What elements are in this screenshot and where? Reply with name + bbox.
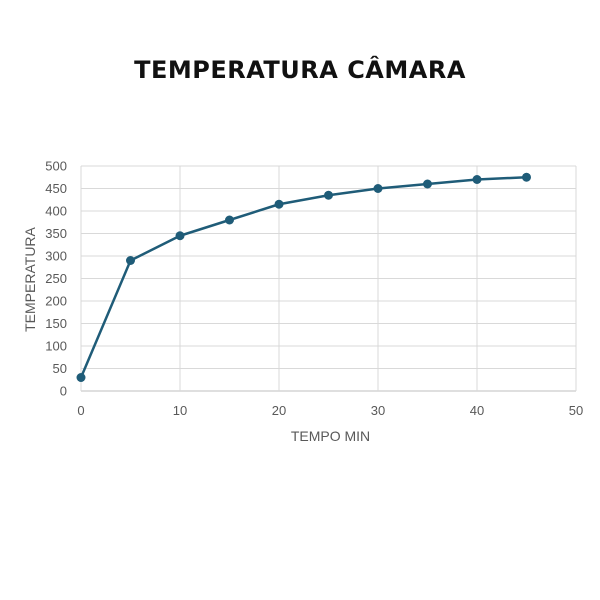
- data-point: [76, 373, 86, 382]
- data-point: [225, 215, 234, 225]
- grid: [80, 165, 577, 392]
- y-tick-label: 300: [45, 249, 67, 264]
- y-tick-label: 250: [45, 271, 67, 286]
- y-tick-label: 400: [45, 204, 67, 219]
- y-axis-title: TEMPERATURA: [22, 226, 38, 331]
- data-point: [472, 175, 482, 184]
- data-point: [175, 231, 185, 241]
- data-point: [126, 256, 135, 265]
- x-axis-title: TEMPO MIN: [291, 428, 370, 444]
- y-tick-label: 50: [53, 361, 67, 376]
- x-tick-label: 40: [470, 403, 484, 418]
- data-point: [522, 172, 531, 182]
- x-tick-label: 20: [272, 403, 286, 418]
- x-axis-ticks: 0 10 20 30 40 50: [77, 403, 583, 418]
- chart-title: TEMPERATURA CÂMARA: [134, 56, 466, 84]
- y-tick-label: 200: [45, 294, 67, 309]
- y-axis-ticks: 0 50 100 150 200 250 300 350 400 450 500: [45, 159, 67, 399]
- data-point: [324, 190, 333, 200]
- series-layer: [76, 172, 531, 382]
- x-tick-label: 0: [77, 403, 84, 418]
- y-tick-label: 350: [45, 226, 67, 241]
- data-point: [423, 179, 432, 189]
- y-tick-label: 0: [60, 384, 67, 399]
- data-point: [373, 184, 383, 193]
- y-tick-label: 450: [45, 181, 67, 196]
- x-tick-label: 50: [569, 403, 583, 418]
- series-line: [79, 176, 527, 378]
- data-point: [274, 199, 284, 209]
- x-tick-label: 30: [371, 403, 385, 418]
- x-tick-label: 10: [173, 403, 187, 418]
- y-tick-label: 150: [45, 316, 67, 331]
- y-tick-label: 100: [45, 339, 67, 354]
- y-tick-label: 500: [45, 159, 67, 174]
